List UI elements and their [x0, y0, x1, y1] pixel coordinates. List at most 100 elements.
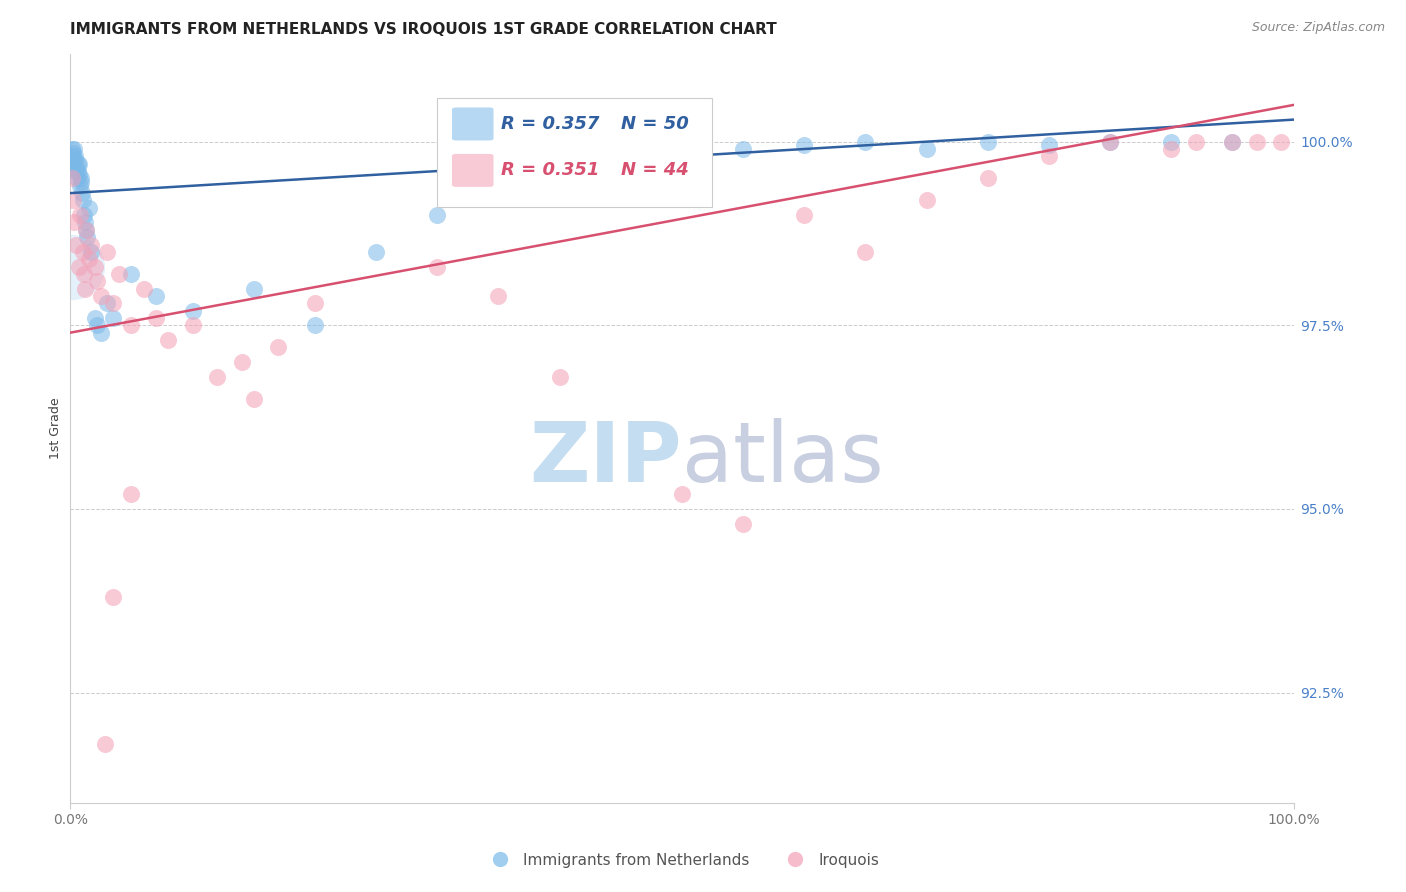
Point	[304, 318, 326, 333]
Point	[93, 737, 115, 751]
Point	[610, 157, 633, 171]
Legend: Immigrants from Netherlands, Iroquois: Immigrants from Netherlands, Iroquois	[478, 847, 886, 874]
Point	[121, 267, 143, 281]
Point	[1160, 135, 1182, 149]
Point	[63, 149, 86, 163]
Point	[145, 289, 167, 303]
Point	[67, 164, 90, 178]
Point	[63, 215, 86, 229]
Point	[181, 303, 204, 318]
Point	[77, 201, 100, 215]
Point	[73, 282, 96, 296]
Point	[793, 138, 815, 153]
Point	[915, 142, 938, 156]
Point	[65, 237, 87, 252]
FancyBboxPatch shape	[451, 107, 494, 140]
Point	[548, 171, 571, 186]
Point	[86, 318, 108, 333]
Point	[62, 145, 84, 160]
Point	[73, 208, 96, 222]
Point	[132, 282, 155, 296]
Point	[145, 310, 167, 325]
Point	[1220, 135, 1243, 149]
Point	[181, 318, 204, 333]
Point	[976, 171, 998, 186]
Point	[205, 369, 228, 384]
Point	[1038, 149, 1060, 163]
Point	[1099, 135, 1122, 149]
Point	[366, 244, 388, 259]
Point	[855, 244, 877, 259]
Point	[1038, 138, 1060, 153]
Point	[83, 260, 105, 274]
Point	[60, 142, 83, 156]
Point	[426, 260, 449, 274]
Point	[66, 171, 89, 186]
Point	[69, 157, 91, 171]
Point	[63, 142, 86, 156]
Point	[1160, 142, 1182, 156]
Point	[63, 153, 86, 167]
Point	[426, 208, 449, 222]
Text: N = 44: N = 44	[620, 161, 689, 179]
Point	[73, 267, 96, 281]
Y-axis label: 1st Grade: 1st Grade	[49, 397, 62, 459]
Point	[548, 369, 571, 384]
Point	[1270, 135, 1292, 149]
Point	[90, 326, 112, 340]
Point	[1099, 135, 1122, 149]
Point	[733, 142, 755, 156]
Text: atlas: atlas	[682, 417, 883, 499]
Point	[80, 244, 103, 259]
Text: ZIP: ZIP	[530, 417, 682, 499]
Point	[72, 244, 94, 259]
Point	[671, 487, 693, 501]
Point	[60, 260, 83, 274]
Point	[60, 149, 83, 163]
Point	[108, 267, 131, 281]
Point	[231, 355, 253, 369]
Point	[976, 135, 998, 149]
Point	[72, 194, 94, 208]
FancyBboxPatch shape	[437, 98, 713, 207]
Point	[67, 168, 90, 182]
Point	[267, 340, 290, 354]
Point	[733, 516, 755, 531]
Point	[62, 194, 84, 208]
Text: IMMIGRANTS FROM NETHERLANDS VS IROQUOIS 1ST GRADE CORRELATION CHART: IMMIGRANTS FROM NETHERLANDS VS IROQUOIS …	[70, 22, 778, 37]
Point	[67, 260, 90, 274]
Point	[69, 178, 91, 193]
Point	[65, 164, 87, 178]
Point	[101, 590, 124, 604]
Point	[73, 215, 96, 229]
Text: R = 0.357: R = 0.357	[501, 115, 599, 133]
Point	[1246, 135, 1268, 149]
Point	[65, 161, 87, 175]
Point	[121, 487, 143, 501]
Point	[83, 310, 105, 325]
Point	[77, 252, 100, 267]
Point	[243, 282, 266, 296]
Point	[75, 223, 97, 237]
Point	[66, 157, 89, 171]
Text: N = 50: N = 50	[620, 115, 689, 133]
Point	[80, 237, 103, 252]
Point	[304, 296, 326, 310]
Point	[62, 157, 84, 171]
Point	[60, 171, 83, 186]
Point	[70, 186, 93, 200]
Text: Source: ZipAtlas.com: Source: ZipAtlas.com	[1251, 21, 1385, 34]
Point	[101, 296, 124, 310]
Point	[488, 186, 510, 200]
Point	[121, 318, 143, 333]
Point	[243, 392, 266, 406]
Point	[96, 296, 118, 310]
Point	[70, 175, 93, 189]
Point	[1220, 135, 1243, 149]
Text: R = 0.351: R = 0.351	[501, 161, 599, 179]
Point	[157, 333, 180, 347]
Point	[69, 208, 91, 222]
Point	[86, 274, 108, 288]
Point	[96, 244, 118, 259]
FancyBboxPatch shape	[451, 154, 494, 187]
